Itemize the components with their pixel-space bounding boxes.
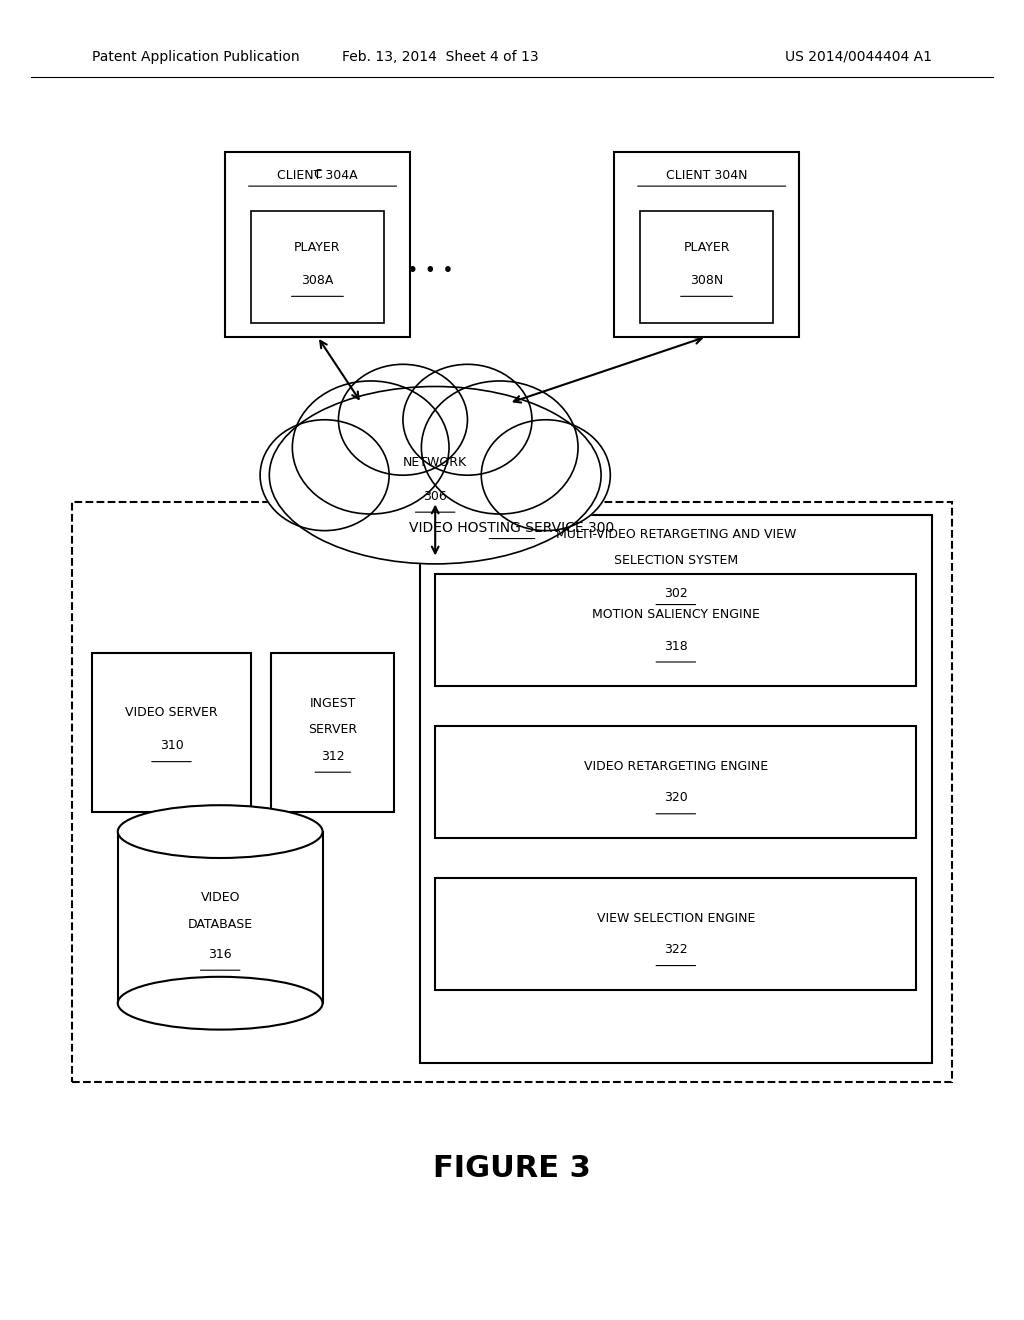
FancyBboxPatch shape — [640, 211, 773, 323]
FancyBboxPatch shape — [72, 502, 952, 1082]
Text: C: C — [313, 168, 322, 181]
Text: PLAYER: PLAYER — [294, 242, 341, 253]
Text: SERVER: SERVER — [308, 723, 357, 737]
Ellipse shape — [269, 387, 601, 564]
Text: 318: 318 — [664, 640, 688, 652]
Text: NETWORK: NETWORK — [403, 455, 467, 469]
Text: Feb. 13, 2014  Sheet 4 of 13: Feb. 13, 2014 Sheet 4 of 13 — [342, 50, 539, 63]
FancyBboxPatch shape — [435, 726, 916, 838]
Text: DATABASE: DATABASE — [187, 917, 253, 931]
Text: SELECTION SYSTEM: SELECTION SYSTEM — [613, 554, 738, 568]
Ellipse shape — [338, 364, 467, 475]
Text: VIDEO RETARGETING ENGINE: VIDEO RETARGETING ENGINE — [584, 760, 768, 772]
FancyBboxPatch shape — [118, 832, 323, 1003]
Text: CLIENT 304N: CLIENT 304N — [666, 169, 748, 182]
FancyBboxPatch shape — [271, 653, 394, 812]
Text: VIDEO: VIDEO — [201, 891, 240, 904]
Text: VIDEO HOSTING SERVICE 300: VIDEO HOSTING SERVICE 300 — [410, 521, 614, 536]
FancyBboxPatch shape — [251, 211, 384, 323]
Text: 310: 310 — [160, 739, 183, 752]
Text: Patent Application Publication: Patent Application Publication — [92, 50, 300, 63]
Text: 320: 320 — [664, 792, 688, 804]
Text: US 2014/0044404 A1: US 2014/0044404 A1 — [784, 50, 932, 63]
Ellipse shape — [481, 420, 610, 531]
Text: PLAYER: PLAYER — [683, 242, 730, 253]
Text: 322: 322 — [664, 944, 688, 956]
Ellipse shape — [422, 381, 578, 513]
FancyBboxPatch shape — [435, 574, 916, 686]
Text: INGEST: INGEST — [309, 697, 356, 710]
FancyBboxPatch shape — [92, 653, 251, 812]
Text: MOTION SALIENCY ENGINE: MOTION SALIENCY ENGINE — [592, 609, 760, 620]
Text: FIGURE 3: FIGURE 3 — [433, 1154, 591, 1183]
Text: 316: 316 — [208, 948, 232, 961]
Text: VIDEO SERVER: VIDEO SERVER — [125, 706, 218, 719]
Ellipse shape — [260, 420, 389, 531]
Text: 312: 312 — [321, 750, 345, 763]
Ellipse shape — [118, 805, 323, 858]
FancyBboxPatch shape — [420, 515, 932, 1063]
Ellipse shape — [402, 364, 532, 475]
Ellipse shape — [293, 381, 449, 513]
Text: MULTI-VIDEO RETARGETING AND VIEW: MULTI-VIDEO RETARGETING AND VIEW — [556, 528, 796, 541]
Text: 306: 306 — [423, 490, 447, 503]
Text: • • •: • • • — [407, 261, 454, 280]
Ellipse shape — [334, 409, 537, 541]
Text: CLIENT 304A: CLIENT 304A — [278, 169, 357, 182]
Text: VIEW SELECTION ENGINE: VIEW SELECTION ENGINE — [597, 912, 755, 924]
Text: 302: 302 — [664, 587, 688, 601]
Ellipse shape — [118, 977, 323, 1030]
Text: 308A: 308A — [301, 275, 334, 286]
Text: 308N: 308N — [690, 275, 723, 286]
FancyBboxPatch shape — [614, 152, 799, 337]
FancyBboxPatch shape — [435, 878, 916, 990]
FancyBboxPatch shape — [225, 152, 410, 337]
